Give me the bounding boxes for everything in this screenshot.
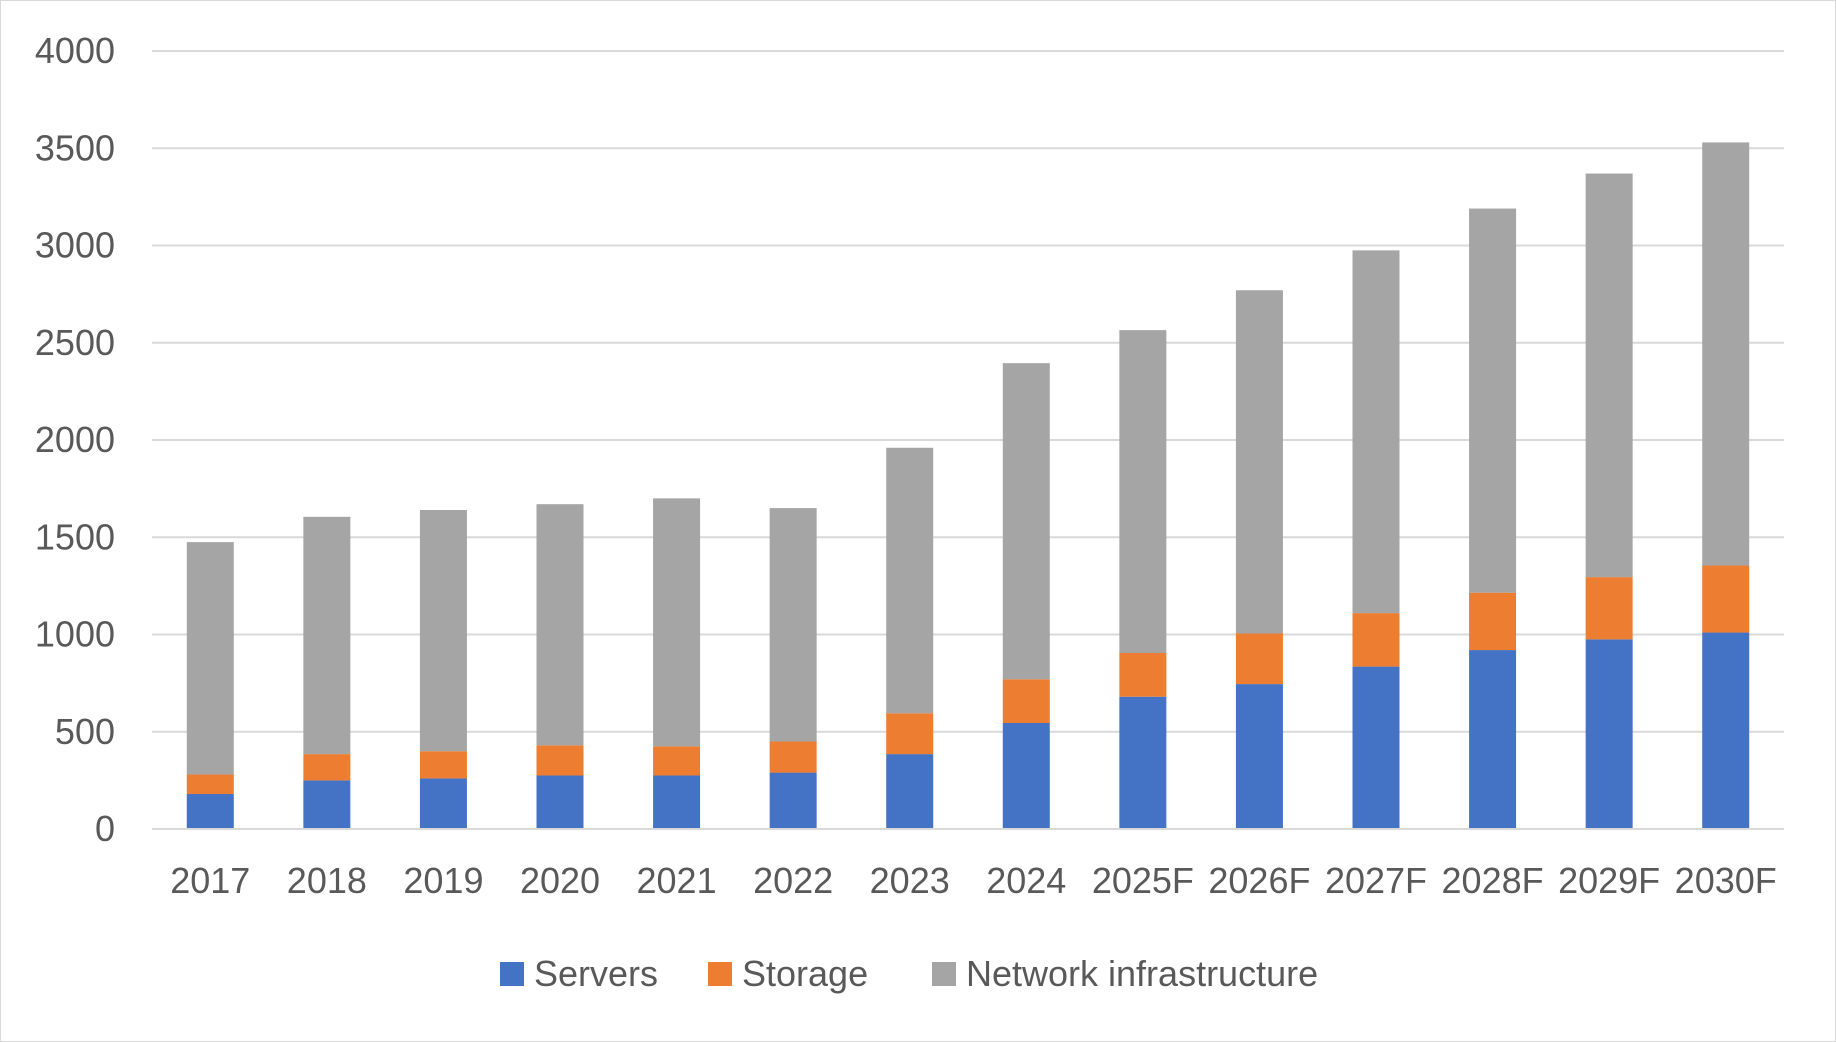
x-tick-label: 2029F (1558, 860, 1660, 901)
bar-network-infrastructure-2022 (769, 508, 817, 742)
bar-storage-2019 (419, 751, 467, 779)
bar-servers-2029F (1585, 639, 1633, 829)
x-tick-label: 2027F (1325, 860, 1427, 901)
bar-stack-2019 (419, 510, 467, 829)
bar-storage-2026F (1235, 633, 1283, 685)
bar-network-infrastructure-2026F (1235, 290, 1283, 634)
bar-network-infrastructure-2019 (419, 510, 467, 752)
bar-servers-2022 (769, 772, 817, 829)
bars (186, 142, 1750, 829)
x-tick-label: 2019 (403, 860, 483, 901)
legend-item-servers: Servers (500, 953, 658, 994)
y-tick-label: 4000 (35, 30, 115, 71)
x-tick-label: 2021 (637, 860, 717, 901)
legend-label: Network infrastructure (966, 953, 1318, 994)
x-axis-labels: 2017 2018 2019 2020 2021 2022 2023 2024 2025F 202… (170, 860, 1777, 901)
bar-network-infrastructure-2017 (186, 542, 234, 775)
bar-stack-2028F (1469, 208, 1517, 829)
x-tick-label: 2023 (870, 860, 950, 901)
bar-servers-2017 (186, 793, 234, 829)
bar-network-infrastructure-2025F (1119, 330, 1167, 653)
bar-storage-2027F (1352, 613, 1400, 667)
bar-stack-2022 (769, 508, 817, 829)
bar-servers-2025F (1119, 696, 1167, 829)
legend: Servers Storage Network infrastructure (500, 953, 1318, 994)
legend-swatch (932, 962, 956, 986)
bar-storage-2022 (769, 741, 817, 773)
y-tick-label: 3500 (35, 127, 115, 168)
bar-network-infrastructure-2027F (1352, 250, 1400, 614)
x-tick-label: 2025F (1092, 860, 1194, 901)
bar-stack-2021 (653, 498, 701, 829)
x-tick-label: 2028F (1442, 860, 1544, 901)
x-tick-label: 2017 (170, 860, 250, 901)
y-tick-label: 2000 (35, 419, 115, 460)
bar-stack-2025F (1119, 330, 1167, 829)
x-tick-label: 2020 (520, 860, 600, 901)
bar-storage-2029F (1585, 577, 1633, 640)
bar-network-infrastructure-2023 (886, 447, 934, 714)
legend-label: Storage (742, 953, 868, 994)
bar-storage-2020 (536, 745, 584, 776)
bar-network-infrastructure-2021 (653, 498, 701, 747)
x-tick-label: 2030F (1675, 860, 1777, 901)
bar-network-infrastructure-2029F (1585, 173, 1633, 578)
y-tick-label: 500 (55, 711, 115, 752)
bar-storage-2024 (1002, 679, 1050, 723)
bar-servers-2019 (419, 778, 467, 829)
x-tick-label: 2018 (287, 860, 367, 901)
bar-servers-2018 (303, 780, 351, 829)
bar-stack-2027F (1352, 250, 1400, 829)
legend-item-storage: Storage (708, 953, 868, 994)
y-tick-label: 1500 (35, 516, 115, 557)
bar-stack-2026F (1235, 290, 1283, 829)
bar-servers-2023 (886, 754, 934, 829)
bar-storage-2023 (886, 713, 934, 755)
bar-servers-2026F (1235, 684, 1283, 829)
legend-swatch (500, 962, 524, 986)
bar-storage-2018 (303, 754, 351, 781)
bar-stack-2023 (886, 447, 934, 829)
bar-servers-2024 (1002, 722, 1050, 829)
gridlines (152, 50, 1784, 733)
bar-network-infrastructure-2028F (1469, 208, 1517, 593)
y-tick-label: 0 (95, 808, 115, 849)
bar-servers-2027F (1352, 666, 1400, 829)
bar-stack-2024 (1002, 363, 1050, 829)
bar-storage-2025F (1119, 652, 1167, 697)
y-tick-label: 2500 (35, 322, 115, 363)
bar-stack-2029F (1585, 173, 1633, 829)
x-tick-label: 2024 (986, 860, 1066, 901)
bar-stack-2030F (1702, 142, 1750, 829)
bar-servers-2028F (1469, 650, 1517, 829)
y-axis-labels: 0 500 1000 1500 2000 2500 3000 3500 4000 (35, 30, 115, 849)
y-tick-label: 3000 (35, 225, 115, 266)
x-tick-label: 2026F (1208, 860, 1310, 901)
y-tick-label: 1000 (35, 614, 115, 655)
bar-network-infrastructure-2018 (303, 516, 351, 755)
bar-network-infrastructure-2030F (1702, 142, 1750, 566)
bar-stack-2017 (186, 542, 234, 829)
bar-network-infrastructure-2020 (536, 504, 584, 746)
bar-storage-2028F (1469, 592, 1517, 651)
bar-servers-2030F (1702, 632, 1750, 829)
bar-storage-2030F (1702, 565, 1750, 633)
bar-stack-2020 (536, 504, 584, 829)
legend-swatch (708, 962, 732, 986)
bar-storage-2017 (186, 774, 234, 794)
bar-servers-2021 (653, 775, 701, 829)
x-tick-label: 2022 (753, 860, 833, 901)
bar-stack-2018 (303, 516, 351, 829)
bar-storage-2021 (653, 746, 701, 776)
bar-network-infrastructure-2024 (1002, 363, 1050, 680)
legend-item-network-infrastructure: Network infrastructure (932, 953, 1318, 994)
legend-label: Servers (534, 953, 658, 994)
bar-servers-2020 (536, 775, 584, 829)
